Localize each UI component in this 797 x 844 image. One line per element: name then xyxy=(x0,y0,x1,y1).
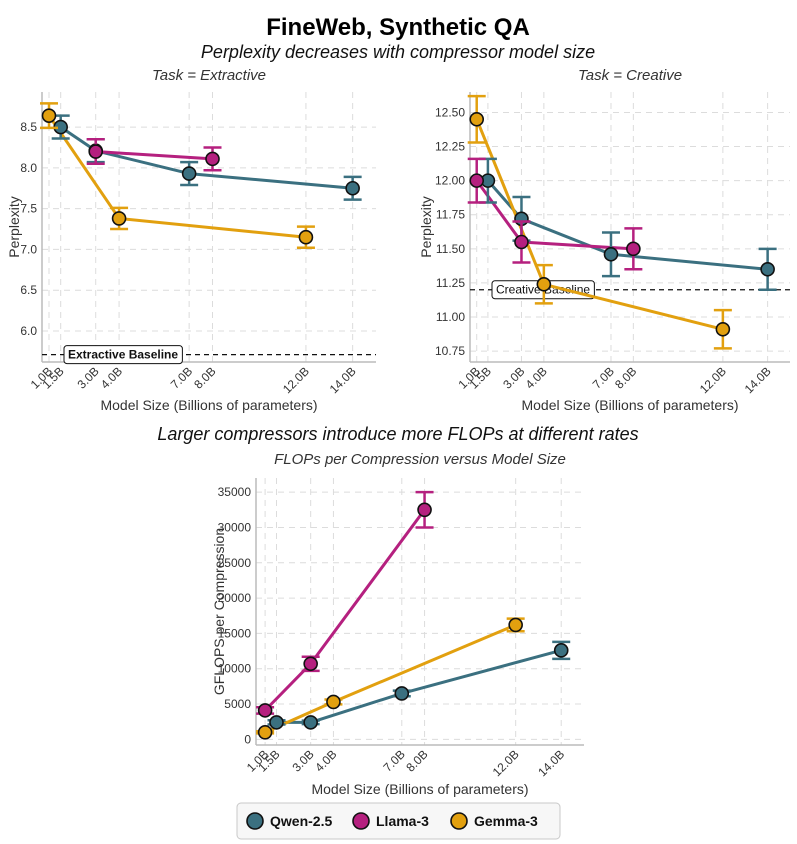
series-line-llama-3 xyxy=(95,150,213,161)
x-tick-label: 8.0B xyxy=(612,364,639,391)
series-line-gemma-3 xyxy=(47,114,307,239)
x-tick-label: 4.0B xyxy=(312,747,339,774)
y-tick-label: 15000 xyxy=(218,626,252,640)
data-point-llama-3 xyxy=(205,151,220,167)
figure-subtitle-top: Perplexity decreases with compressor mod… xyxy=(201,42,595,62)
data-point-gemma-3 xyxy=(715,321,731,337)
y-tick-label: 11.25 xyxy=(436,276,465,290)
y-tick-label: 8.5 xyxy=(20,120,37,134)
x-tick-label: 7.0B xyxy=(381,747,408,774)
chart-creative-perplexity: Task = Creative 10.75 11.00 11.25 11.50 11.75… xyxy=(418,67,790,413)
chart-title: Task = Extractive xyxy=(152,67,266,84)
y-tick-label: 7.0 xyxy=(20,242,37,256)
data-point-gemma-3 xyxy=(257,724,273,740)
x-axis-label: Model Size (Billions of parameters) xyxy=(521,397,738,413)
data-point-qwen-2-5 xyxy=(345,180,360,196)
y-tick-label: 8.0 xyxy=(20,161,37,175)
series-line-llama-3 xyxy=(264,508,426,712)
x-tick-label: 8.0B xyxy=(191,364,218,391)
chart-flops-per-compression: FLOPs per Compression versus Model Size 0… xyxy=(211,451,584,797)
legend-marker-gemma-3 xyxy=(450,812,468,830)
y-tick-label: 25000 xyxy=(218,556,252,570)
chart-title: Task = Creative xyxy=(578,67,682,84)
y-tick-label: 35000 xyxy=(218,485,252,499)
y-tick-label: 20000 xyxy=(218,591,252,605)
legend-marker-qwen-2-5 xyxy=(246,812,264,830)
data-point-qwen-2-5 xyxy=(603,246,619,262)
data-point-qwen-2-5 xyxy=(269,715,284,730)
figure-subtitle-bottom: Larger compressors introduce more FLOPs … xyxy=(157,424,638,444)
data-point-gemma-3 xyxy=(41,108,57,123)
legend: Qwen-2.5 Llama-3 Gemma-3 xyxy=(236,802,561,840)
y-tick-label: 11.00 xyxy=(436,310,465,324)
data-point-llama-3 xyxy=(88,144,104,159)
data-point-qwen-2-5 xyxy=(553,643,569,658)
x-tick-label: 7.0B xyxy=(168,364,195,391)
series-line-qwen-2-5 xyxy=(486,179,768,271)
x-tick-label: 12.0B xyxy=(490,747,522,779)
data-point-gemma-3 xyxy=(326,694,341,710)
y-axis-label: GFLOPS per Compression xyxy=(211,528,227,695)
data-point-qwen-2-5 xyxy=(303,715,318,730)
x-tick-label: 3.0B xyxy=(74,364,101,391)
data-point-gemma-3 xyxy=(111,211,127,226)
y-tick-label: 6.5 xyxy=(20,283,37,297)
x-tick-label: 3.0B xyxy=(289,747,316,774)
x-tick-label: 4.0B xyxy=(523,364,550,391)
legend-label-qwen-2-5: Qwen-2.5 xyxy=(270,813,332,829)
x-axis-label: Model Size (Billions of parameters) xyxy=(100,397,317,413)
series-line-gemma-3 xyxy=(264,623,517,734)
x-tick-label: 14.0B xyxy=(327,364,359,396)
baseline-label-text: Extractive Baseline xyxy=(68,348,178,362)
legend-box xyxy=(236,802,561,840)
baseline-label: Extractive Baseline xyxy=(63,345,183,365)
x-axis-label: Model Size (Billions of parameters) xyxy=(311,781,528,797)
chart-title: FLOPs per Compression versus Model Size xyxy=(274,451,566,468)
chart-extractive-perplexity: Task = Extractive6.06.57.07.58.08.51.0B1… xyxy=(6,67,376,413)
y-tick-label: 11.75 xyxy=(436,208,465,222)
y-tick-label: 10.75 xyxy=(435,344,465,358)
x-tick-label: 4.0B xyxy=(98,364,125,391)
data-point-llama-3 xyxy=(417,502,432,518)
y-tick-label: 0 xyxy=(244,732,251,746)
x-tick-label: 7.0B xyxy=(590,364,617,391)
x-tick-label: 12.0B xyxy=(280,364,312,396)
y-tick-label: 30000 xyxy=(218,520,252,534)
series-line-qwen-2-5 xyxy=(276,648,562,724)
y-tick-label: 10000 xyxy=(218,662,252,676)
legend-label-gemma-3: Gemma-3 xyxy=(474,813,538,829)
data-point-gemma-3 xyxy=(536,276,552,292)
data-point-llama-3 xyxy=(303,656,318,672)
x-tick-label: 12.0B xyxy=(697,364,729,396)
x-tick-label: 8.0B xyxy=(403,747,430,774)
data-point-gemma-3 xyxy=(508,617,523,633)
data-point-gemma-3 xyxy=(298,229,314,245)
baseline-label-box xyxy=(63,345,183,365)
figure-title: FineWeb, Synthetic QA xyxy=(266,14,530,41)
y-tick-label: 5000 xyxy=(224,697,251,711)
data-point-qwen-2-5 xyxy=(181,166,197,181)
x-tick-label: 3.0B xyxy=(500,364,527,391)
y-axis-label: Perplexity xyxy=(418,196,434,257)
data-point-llama-3 xyxy=(469,173,485,188)
data-point-llama-3 xyxy=(257,703,273,718)
y-tick-label: 7.5 xyxy=(20,202,37,216)
y-tick-label: 12.50 xyxy=(435,105,465,119)
legend-label-llama-3: Llama-3 xyxy=(376,813,429,829)
y-tick-label: 12.25 xyxy=(435,140,465,154)
x-tick-label: 14.0B xyxy=(535,747,567,779)
series-line-qwen-2-5 xyxy=(59,125,353,190)
data-point-qwen-2-5 xyxy=(394,686,410,701)
data-point-gemma-3 xyxy=(469,111,485,127)
x-tick-label: 14.0B xyxy=(742,364,774,396)
y-tick-label: 12.00 xyxy=(435,174,465,188)
data-point-llama-3 xyxy=(626,241,641,257)
legend-marker-llama-3 xyxy=(352,812,370,830)
y-tick-label: 6.0 xyxy=(20,324,37,338)
data-point-qwen-2-5 xyxy=(760,261,775,277)
y-tick-label: 11.50 xyxy=(436,242,465,256)
data-point-llama-3 xyxy=(514,234,529,250)
y-axis-label: Perplexity xyxy=(6,196,22,257)
